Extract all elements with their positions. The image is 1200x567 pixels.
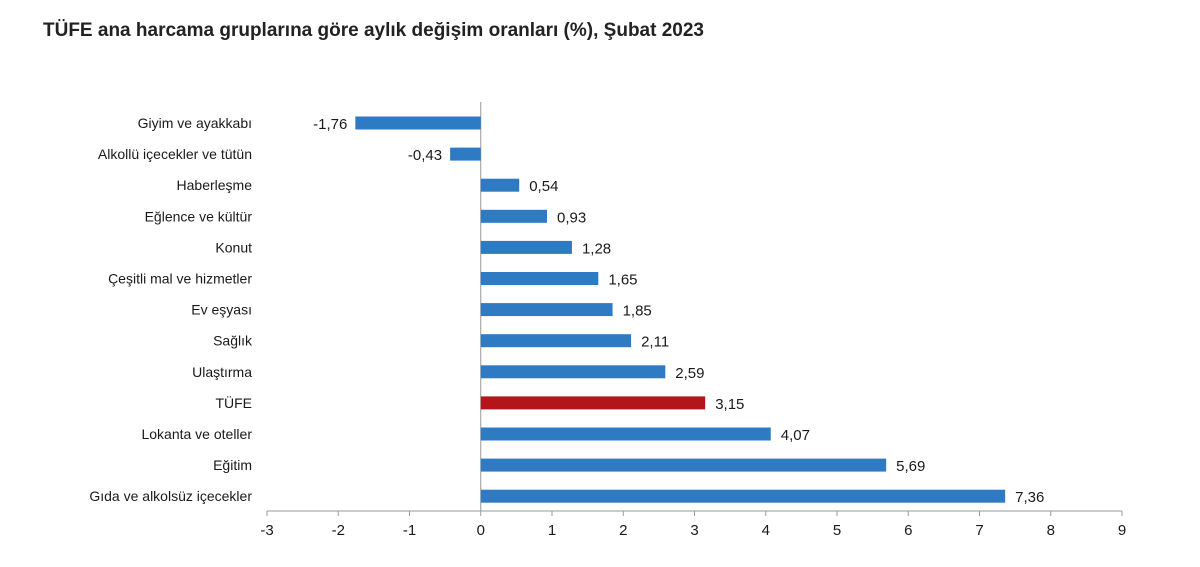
bar bbox=[480, 209, 548, 223]
bar bbox=[480, 334, 632, 348]
data-label: 0,93 bbox=[557, 209, 586, 226]
bar bbox=[480, 178, 520, 192]
x-tick-label: 5 bbox=[833, 522, 841, 539]
data-label: 1,65 bbox=[608, 272, 637, 289]
category-label: Çeşitli mal ve hizmetler bbox=[108, 271, 252, 287]
category-label: TÜFE bbox=[215, 394, 252, 411]
category-label: Lokanta ve oteller bbox=[141, 426, 252, 442]
category-label: Eğlence ve kültür bbox=[145, 208, 253, 224]
category-label: Ev eşyası bbox=[191, 302, 252, 318]
bar bbox=[480, 303, 613, 317]
bar bbox=[480, 240, 572, 254]
x-tick-label: 9 bbox=[1118, 522, 1126, 539]
category-label: Ulaştırma bbox=[192, 364, 252, 380]
x-tick-label: 2 bbox=[619, 522, 627, 539]
bar bbox=[480, 272, 599, 285]
category-label: Gıda ve alkolsüz içecekler bbox=[89, 488, 252, 504]
category-label: Sağlık bbox=[213, 333, 253, 349]
bar bbox=[480, 458, 887, 472]
bar bbox=[480, 396, 706, 410]
x-tick-label: -3 bbox=[260, 522, 273, 539]
x-tick-label: -1 bbox=[403, 522, 416, 539]
x-tick-label: 4 bbox=[762, 522, 770, 539]
data-label: 4,07 bbox=[781, 427, 810, 444]
data-label: 2,59 bbox=[675, 365, 704, 382]
x-tick-label: 0 bbox=[477, 522, 485, 539]
category-label: Eğitim bbox=[213, 457, 252, 473]
category-label: Giyim ve ayakkabı bbox=[138, 115, 252, 131]
category-label: Konut bbox=[215, 239, 252, 255]
data-label: 7,36 bbox=[1015, 489, 1044, 506]
category-label: Alkollü içecekler ve tütün bbox=[98, 146, 252, 162]
data-label: -1,76 bbox=[313, 116, 347, 133]
x-tick-label: 7 bbox=[975, 522, 983, 539]
data-label: 0,54 bbox=[529, 178, 558, 195]
x-tick-label: 8 bbox=[1047, 522, 1055, 539]
data-label: 5,69 bbox=[896, 458, 925, 475]
bar bbox=[480, 365, 666, 379]
data-label: 2,11 bbox=[641, 334, 669, 351]
category-label: Haberleşme bbox=[177, 177, 253, 193]
x-tick-label: 1 bbox=[548, 522, 556, 539]
x-tick-label: -2 bbox=[332, 522, 345, 539]
data-label: -0,43 bbox=[408, 147, 442, 164]
x-tick-label: 6 bbox=[904, 522, 912, 539]
x-tick-label: 3 bbox=[690, 522, 698, 539]
bar bbox=[355, 116, 481, 130]
bar bbox=[450, 147, 481, 161]
data-label: 1,28 bbox=[582, 240, 611, 257]
chart-title: TÜFE ana harcama gruplarına göre aylık d… bbox=[43, 20, 704, 41]
data-label: 3,15 bbox=[715, 396, 744, 413]
bar bbox=[480, 489, 1006, 503]
data-label: 1,85 bbox=[623, 303, 652, 320]
bar bbox=[480, 427, 771, 441]
